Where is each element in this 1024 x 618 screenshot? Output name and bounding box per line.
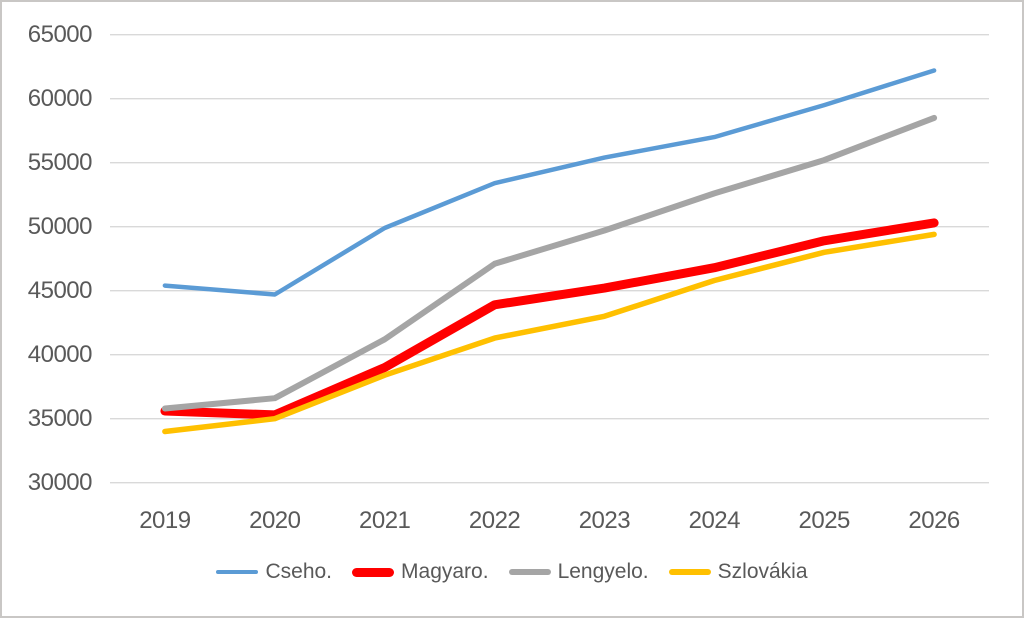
legend-item-cseho: Cseho. bbox=[216, 560, 332, 584]
y-axis-label: 30000 bbox=[28, 469, 92, 496]
y-axis-labels: 65000 60000 55000 50000 45000 40000 35000 30000 bbox=[28, 21, 93, 496]
chart-legend: Cseho. Magyaro. Lengyelo. Szlovákia bbox=[2, 554, 1022, 590]
series-line-szlovkia bbox=[162, 231, 937, 435]
x-axis-label: 2022 bbox=[469, 507, 521, 534]
legend-item-szlovakia: Szlovákia bbox=[668, 560, 808, 584]
legend-swatch-lengyelo bbox=[508, 569, 551, 575]
x-axis-label: 2024 bbox=[689, 507, 741, 534]
series-line-lengyelo bbox=[161, 114, 938, 412]
y-axis-label: 55000 bbox=[28, 149, 92, 176]
legend-label-cseho: Cseho. bbox=[265, 560, 333, 583]
series-lines bbox=[160, 68, 939, 435]
y-axis-label: 40000 bbox=[28, 341, 92, 368]
x-axis-label: 2023 bbox=[579, 507, 631, 534]
x-axis-label: 2020 bbox=[249, 507, 301, 534]
x-axis-labels: 2019 2020 2021 2022 2023 2024 2025 2026 bbox=[139, 507, 960, 534]
y-axis-label: 50000 bbox=[28, 213, 92, 240]
x-axis-label: 2021 bbox=[359, 507, 411, 534]
legend-swatch-cseho bbox=[216, 569, 259, 575]
y-axis-label: 35000 bbox=[28, 405, 92, 432]
y-axis-label: 60000 bbox=[28, 85, 92, 112]
y-axis-label: 65000 bbox=[28, 21, 92, 48]
y-axis-label: 45000 bbox=[28, 277, 92, 304]
legend-item-magyaro: Magyaro. bbox=[352, 560, 489, 584]
legend-item-lengyelo: Lengyelo. bbox=[508, 560, 649, 584]
series-line-cseho bbox=[162, 68, 937, 297]
x-axis-label: 2025 bbox=[799, 507, 851, 534]
legend-label-magyaro: Magyaro. bbox=[401, 560, 489, 583]
legend-label-szlovakia: Szlovákia bbox=[717, 560, 808, 583]
legend-label-lengyelo: Lengyelo. bbox=[557, 560, 649, 583]
x-axis-label: 2026 bbox=[908, 507, 960, 534]
x-axis-label: 2019 bbox=[139, 507, 191, 534]
legend-swatch-szlovakia bbox=[668, 569, 711, 575]
series-line-magyaro bbox=[160, 218, 939, 420]
legend-swatch-magyaro bbox=[352, 567, 395, 577]
